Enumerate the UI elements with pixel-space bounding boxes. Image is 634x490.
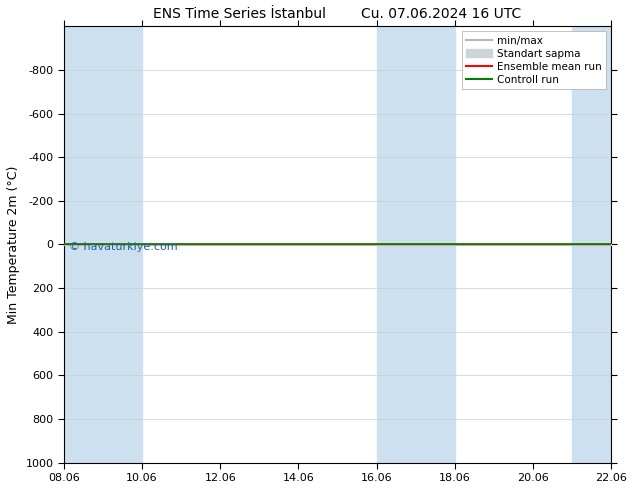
- Text: © havaturkiye.com: © havaturkiye.com: [69, 242, 178, 252]
- Legend: min/max, Standart sapma, Ensemble mean run, Controll run: min/max, Standart sapma, Ensemble mean r…: [462, 31, 606, 89]
- Title: ENS Time Series İstanbul        Cu. 07.06.2024 16 UTC: ENS Time Series İstanbul Cu. 07.06.2024 …: [153, 7, 522, 21]
- Bar: [64, 26, 142, 463]
- Bar: [572, 26, 611, 463]
- Bar: [377, 26, 455, 463]
- Y-axis label: Min Temperature 2m (°C): Min Temperature 2m (°C): [7, 165, 20, 324]
